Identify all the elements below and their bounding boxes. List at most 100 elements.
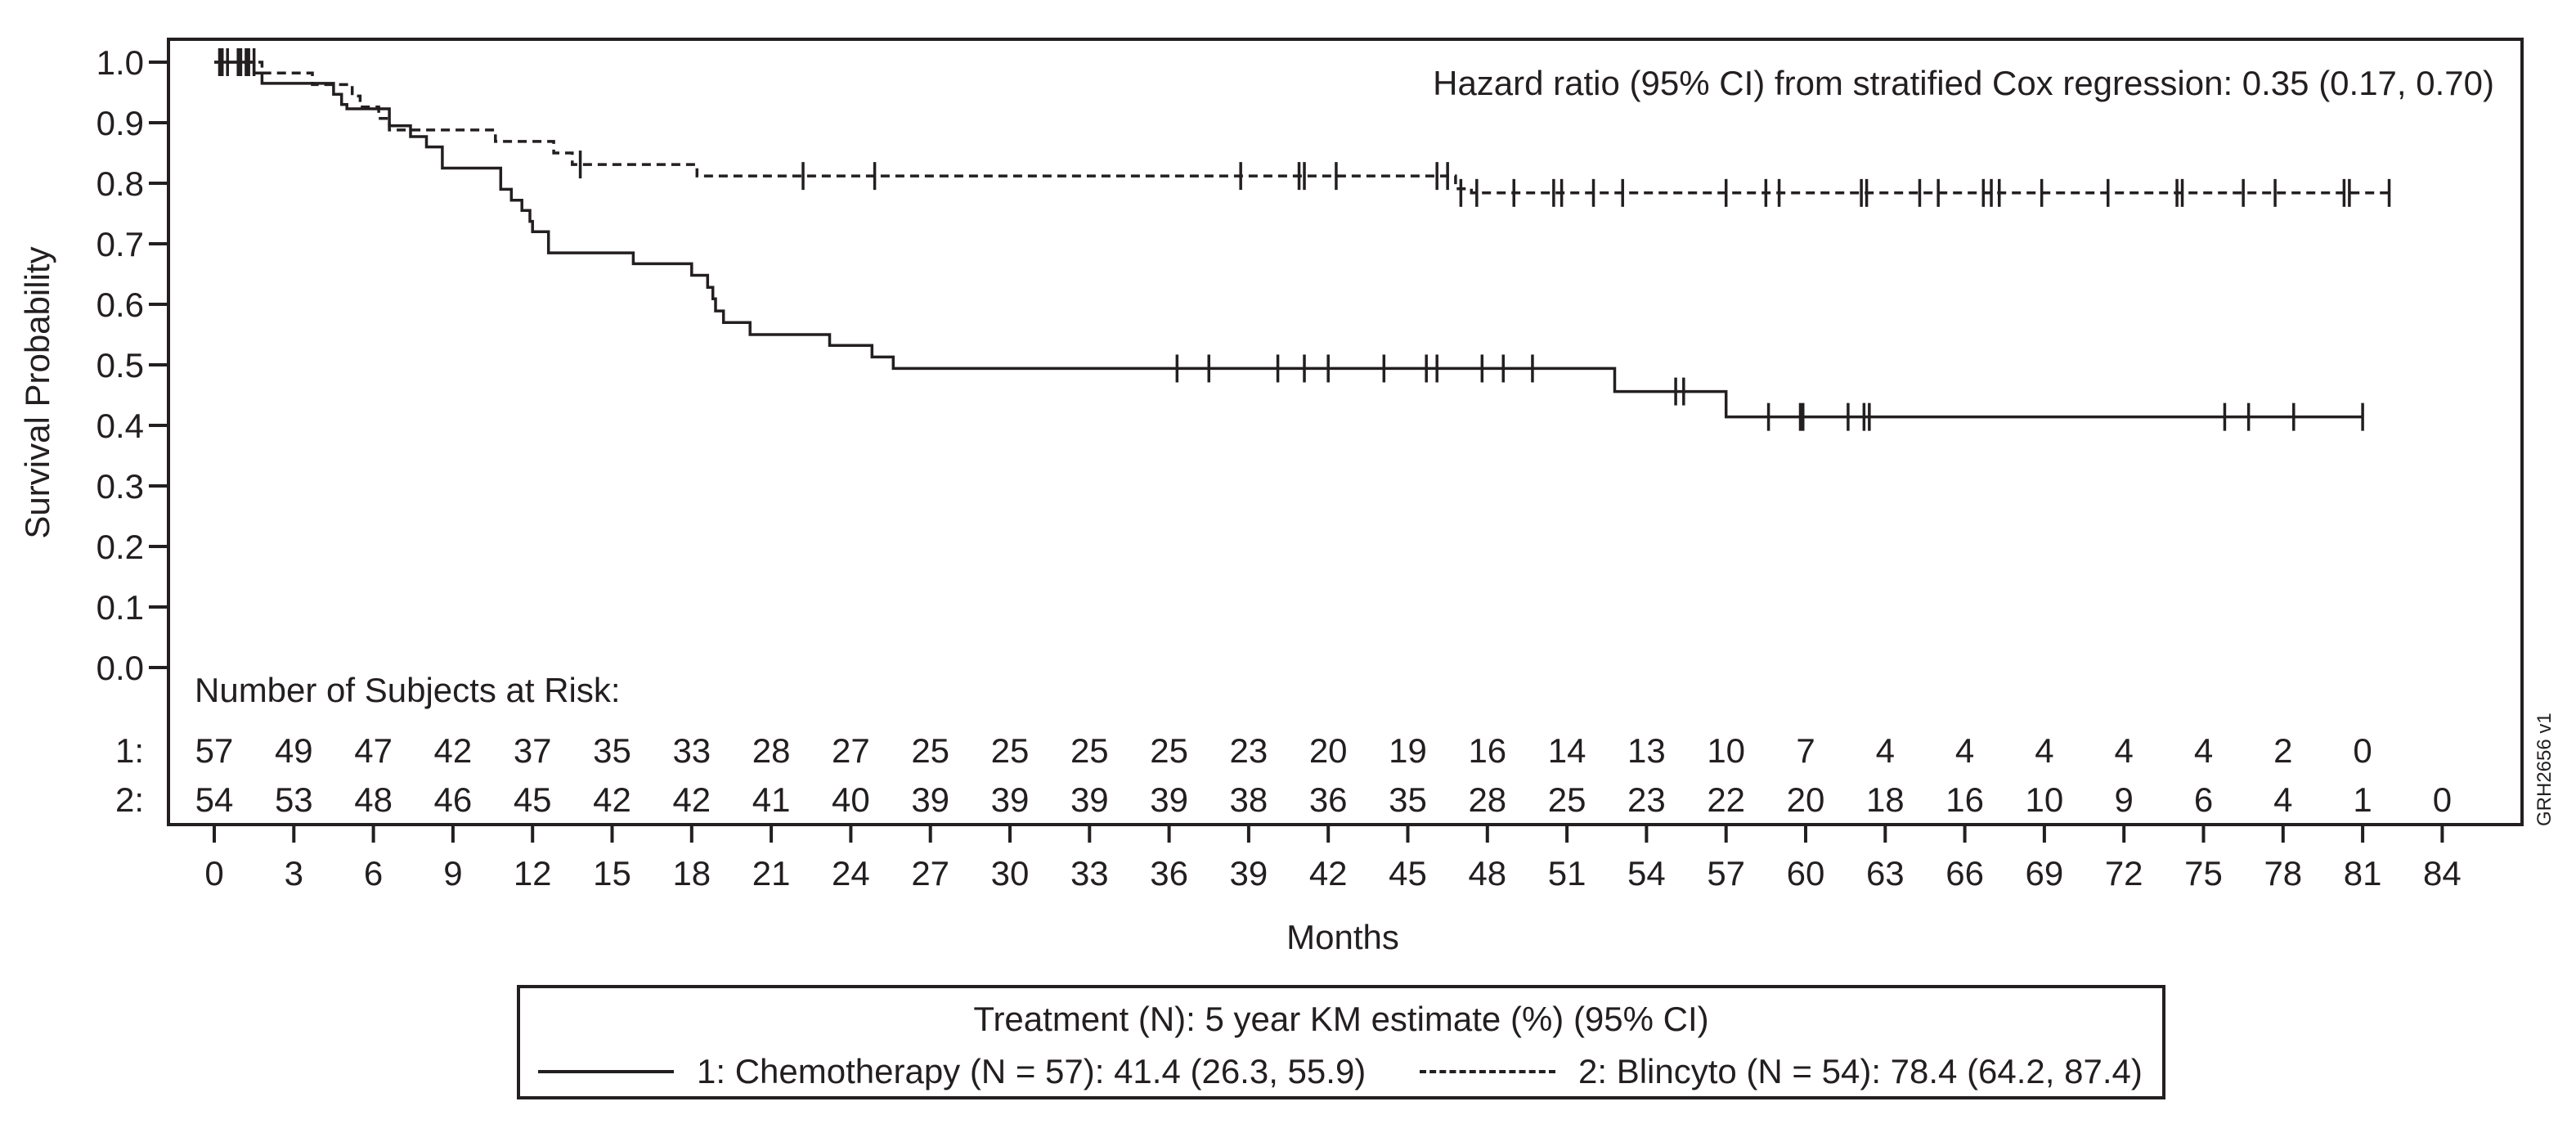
x-tick-label: 78 [2264, 854, 2302, 892]
at-risk-count: 25 [1548, 780, 1586, 819]
x-tick-label: 63 [1866, 854, 1905, 892]
at-risk-count: 53 [275, 780, 313, 819]
x-tick-label: 6 [364, 854, 383, 892]
document-code: GRH2656 v1 [2533, 713, 2556, 826]
y-tick-label: 0.3 [96, 467, 144, 506]
y-axis-label: Survival Probability [18, 246, 56, 538]
y-tick-label: 0.2 [96, 528, 144, 566]
x-tick-label: 51 [1548, 854, 1586, 892]
x-tick-label: 30 [991, 854, 1030, 892]
hazard-ratio-annotation: Hazard ratio (95% CI) from stratified Co… [1433, 64, 2494, 102]
at-risk-title: Number of Subjects at Risk: [195, 671, 621, 709]
at-risk-count: 42 [434, 731, 473, 770]
at-risk-count: 25 [1070, 731, 1109, 770]
x-tick-label: 24 [832, 854, 870, 892]
at-risk-count: 36 [1309, 780, 1348, 819]
at-risk-count: 2 [2273, 731, 2292, 770]
at-risk-count: 45 [514, 780, 552, 819]
y-tick-label: 0.0 [96, 649, 144, 687]
y-axis: 0.0 0.1 0.2 0.3 0.4 0.5 0.6 0.7 0.8 0.9 1.0 [96, 43, 168, 687]
at-risk-count: 7 [1796, 731, 1815, 770]
at-risk-count: 39 [911, 780, 949, 819]
at-risk-count: 4 [2273, 780, 2292, 819]
legend-title: Treatment (N): 5 year KM estimate (%) (9… [973, 1000, 1709, 1038]
at-risk-count: 42 [672, 780, 711, 819]
y-tick-label: 1.0 [96, 43, 144, 82]
x-tick-label: 57 [1707, 854, 1745, 892]
x-tick-label: 66 [1945, 854, 1984, 892]
y-tick-label: 0.7 [96, 225, 144, 263]
y-tick-label: 0.1 [96, 588, 144, 627]
at-risk-count: 4 [2035, 731, 2053, 770]
at-risk-count: 28 [752, 731, 791, 770]
legend-label-blincyto: 2: Blincyto (N = 54): 78.4 (64.2, 87.4) [1578, 1052, 2143, 1090]
y-tick-label: 0.6 [96, 286, 144, 324]
at-risk-count: 22 [1707, 780, 1745, 819]
x-tick-label: 15 [593, 854, 631, 892]
x-tick-label: 18 [672, 854, 711, 892]
legend: Treatment (N): 5 year KM estimate (%) (9… [517, 985, 2165, 1099]
y-tick-label: 0.5 [96, 346, 144, 384]
x-tick-label: 33 [1070, 854, 1109, 892]
at-risk-count: 46 [434, 780, 473, 819]
x-tick-label: 81 [2344, 854, 2382, 892]
at-risk-count: 16 [1945, 780, 1984, 819]
at-risk-count: 4 [2115, 731, 2134, 770]
at-risk-count: 38 [1230, 780, 1268, 819]
y-tick-label: 0.8 [96, 164, 144, 203]
at-risk-count: 1 [2353, 780, 2372, 819]
x-tick-label: 54 [1627, 854, 1666, 892]
at-risk-count: 20 [1309, 731, 1348, 770]
at-risk-count: 19 [1389, 731, 1427, 770]
x-tick-label: 21 [752, 854, 791, 892]
at-risk-count: 40 [832, 780, 870, 819]
at-risk-count: 39 [1150, 780, 1188, 819]
chemotherapy-survival-curve [214, 61, 2363, 419]
at-risk-count: 6 [2194, 780, 2213, 819]
at-risk-row-label: 2: [115, 780, 144, 819]
at-risk-count: 25 [911, 731, 949, 770]
at-risk-count: 23 [1627, 780, 1666, 819]
at-risk-count: 4 [1876, 731, 1895, 770]
blincyto-survival-curve [214, 61, 2390, 195]
at-risk-count: 25 [1150, 731, 1188, 770]
at-risk-count: 16 [1468, 731, 1506, 770]
at-risk-count: 57 [195, 731, 234, 770]
legend-swatch-dashed [1420, 1070, 1555, 1073]
at-risk-count: 49 [275, 731, 313, 770]
at-risk-count: 25 [991, 731, 1030, 770]
at-risk-count: 41 [752, 780, 791, 819]
at-risk-count: 9 [2115, 780, 2134, 819]
plot-frame [167, 38, 2524, 826]
at-risk-count: 39 [1070, 780, 1109, 819]
at-risk-count: 47 [354, 731, 393, 770]
at-risk-count: 0 [2353, 731, 2372, 770]
at-risk-count: 4 [1955, 731, 1974, 770]
at-risk-count: 35 [1389, 780, 1427, 819]
at-risk-count: 23 [1230, 731, 1268, 770]
x-tick-label: 27 [911, 854, 949, 892]
x-tick-label: 84 [2423, 854, 2462, 892]
legend-swatch-solid [538, 1070, 674, 1073]
x-tick-label: 75 [2184, 854, 2223, 892]
at-risk-count: 48 [354, 780, 393, 819]
at-risk-row-label: 1: [115, 731, 144, 770]
at-risk-count: 10 [2026, 780, 2064, 819]
at-risk-count: 20 [1787, 780, 1825, 819]
at-risk-count: 35 [593, 731, 631, 770]
x-tick-label: 36 [1150, 854, 1188, 892]
at-risk-count: 28 [1468, 780, 1506, 819]
at-risk-count: 14 [1548, 731, 1586, 770]
x-tick-label: 72 [2105, 854, 2143, 892]
x-tick-label: 48 [1468, 854, 1506, 892]
x-tick-label: 9 [443, 854, 462, 892]
x-axis-label: Months [1286, 918, 1399, 956]
x-tick-label: 42 [1309, 854, 1348, 892]
at-risk-count: 13 [1627, 731, 1666, 770]
x-tick-label: 12 [514, 854, 552, 892]
at-risk-count: 18 [1866, 780, 1905, 819]
at-risk-count: 54 [195, 780, 234, 819]
y-tick-label: 0.9 [96, 104, 144, 142]
series-layer [214, 48, 2391, 431]
